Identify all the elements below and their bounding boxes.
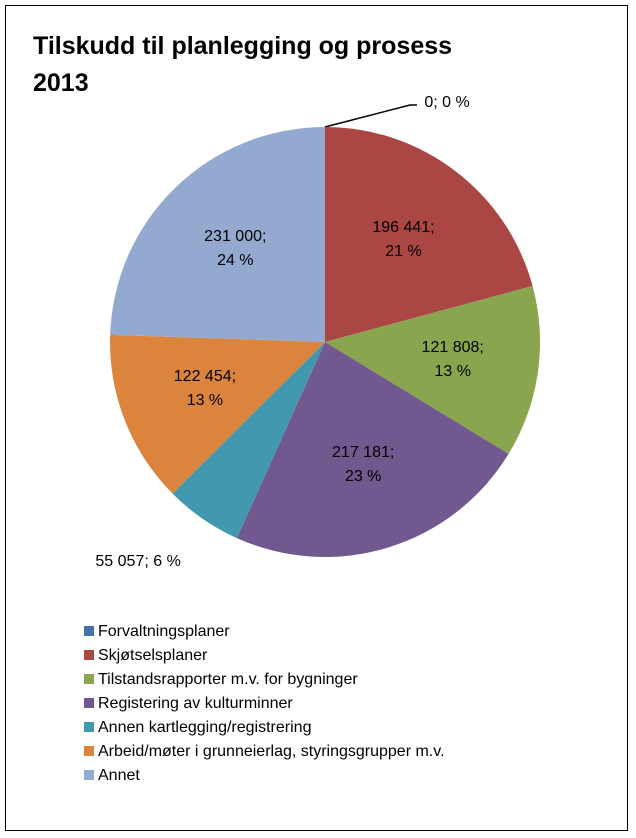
- legend-item: Annen kartlegging/registrering: [84, 717, 311, 739]
- data-label: 217 181; 23 %: [332, 444, 395, 486]
- legend-item: Registering av kulturminner: [84, 693, 293, 715]
- legend-label: Annet: [98, 767, 140, 784]
- chart-title: Tilskudd til planlegging og prosess 2013: [33, 32, 453, 97]
- legend-label: Registering av kulturminner: [98, 695, 293, 712]
- chart-border: [5, 5, 628, 831]
- legend-label: Annen kartlegging/registrering: [98, 719, 312, 736]
- legend-item: Skjøtselsplaner: [84, 645, 207, 667]
- legend-swatch: [84, 698, 94, 708]
- legend-swatch: [84, 770, 94, 780]
- pie-slice: [325, 286, 540, 454]
- legend-label: Forvaltningsplaner: [98, 623, 230, 640]
- legend-item: Tilstandsrapporter m.v. for bygninger: [84, 669, 358, 691]
- legend-item: Arbeid/møter i grunneierlag, styringsgru…: [84, 741, 445, 763]
- pie-slice: [172, 342, 325, 539]
- data-label: 231 000; 24 %: [204, 228, 267, 270]
- legend-swatch: [84, 722, 94, 732]
- legend-swatch: [84, 674, 94, 684]
- leader-line: [324, 104, 417, 128]
- legend-swatch: [84, 746, 94, 756]
- data-label: 122 454; 13 %: [173, 368, 237, 410]
- data-label: 121 808; 13 %: [421, 339, 484, 381]
- legend-label: Skjøtselsplaner: [98, 647, 208, 664]
- pie-slice: [325, 127, 533, 342]
- pie-slice: [109, 334, 325, 494]
- legend-label: Tilstandsrapporter m.v. for bygninger: [98, 671, 358, 688]
- data-label: 196 441; 21 %: [372, 218, 435, 260]
- legend-swatch: [84, 626, 94, 636]
- legend-item: Annet: [84, 765, 140, 787]
- pie-slice: [236, 342, 509, 557]
- data-label: 0; 0 %: [424, 94, 470, 111]
- legend-item: Forvaltningsplaner: [84, 621, 230, 643]
- pie-slice: [110, 127, 325, 342]
- legend-label: Arbeid/møter i grunneierlag, styringsgru…: [98, 743, 445, 760]
- legend-swatch: [84, 650, 94, 660]
- data-label: 55 057; 6 %: [95, 553, 181, 571]
